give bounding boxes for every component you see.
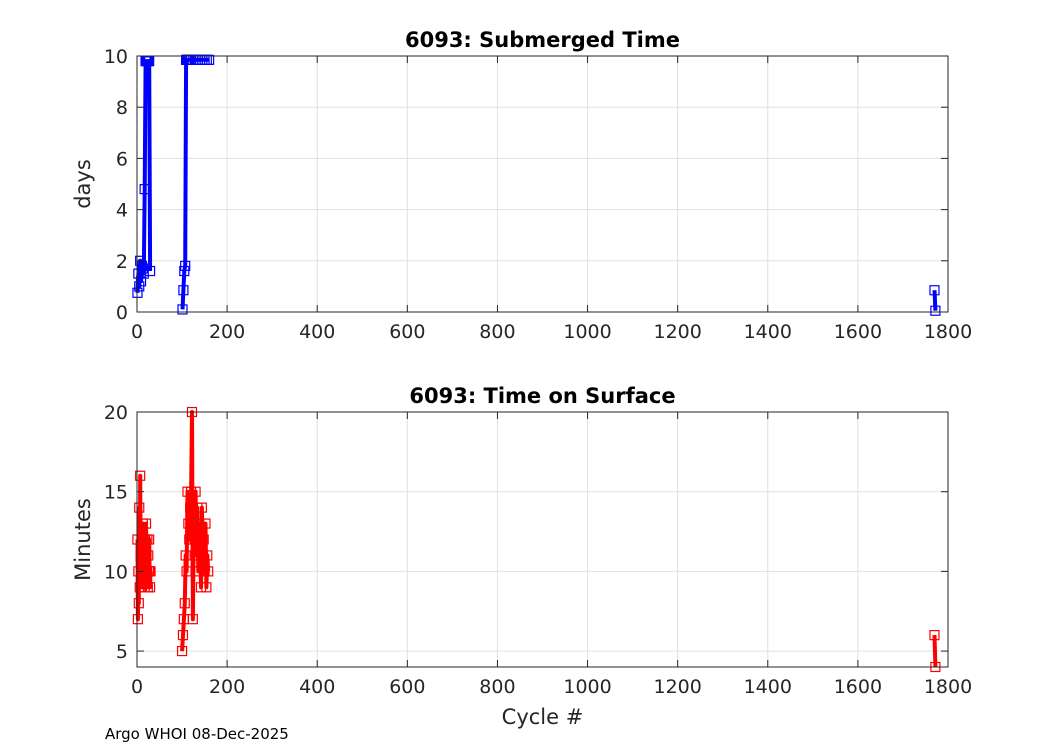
series-line — [932, 290, 938, 311]
data-point-marker — [196, 502, 207, 513]
data-point-marker — [929, 630, 940, 641]
data-point-marker — [177, 630, 189, 641]
data-point-marker — [140, 518, 152, 529]
y-axis-label: days — [71, 159, 95, 209]
data-point-marker — [133, 598, 144, 609]
data-point-marker — [929, 285, 940, 296]
x-tick-label: 1200 — [653, 321, 701, 343]
plot-area — [137, 412, 948, 667]
x-tick-label: 1000 — [563, 321, 611, 343]
data-point-marker — [138, 268, 149, 279]
series-line — [932, 635, 938, 668]
x-tick-label: 1800 — [924, 321, 972, 343]
x-tick-label: 800 — [479, 321, 515, 343]
x-tick-label: 1400 — [744, 321, 792, 343]
x-tick-label: 800 — [479, 676, 515, 698]
data-point-marker — [930, 305, 941, 316]
data-point-marker — [177, 304, 188, 315]
data-point-marker — [137, 263, 148, 274]
x-tick-label: 1800 — [924, 676, 972, 698]
y-tick-label: 15 — [104, 482, 128, 504]
data-point-marker — [144, 534, 155, 545]
x-tick-label: 600 — [389, 321, 425, 343]
data-point-marker — [181, 566, 192, 577]
data-point-marker — [145, 566, 156, 577]
y-tick-label: 5 — [116, 641, 128, 663]
data-point-marker — [179, 598, 190, 609]
data-point-marker — [135, 470, 146, 481]
x-tick-label: 1400 — [744, 676, 792, 698]
data-point-marker — [194, 518, 205, 529]
y-tick-label: 10 — [104, 561, 128, 583]
x-tick-label: 200 — [209, 676, 245, 698]
x-tick-label: 1200 — [653, 676, 701, 698]
data-point-marker — [178, 285, 189, 296]
y-tick-label: 20 — [104, 402, 128, 424]
plot-area — [137, 56, 948, 312]
y-tick-label: 0 — [116, 302, 128, 324]
data-point-marker — [203, 54, 215, 65]
y-tick-label: 4 — [116, 200, 128, 222]
chart-title: 6093: Time on Surface — [409, 384, 675, 408]
data-point-marker — [191, 550, 202, 561]
data-point-marker — [183, 518, 194, 529]
data-point-marker — [187, 614, 198, 625]
y-tick-label: 10 — [104, 46, 128, 68]
chart-title: 6093: Submerged Time — [405, 28, 680, 52]
data-point-marker — [203, 566, 214, 577]
chart-panel-1: 0 200 400 600 800 1000 1200 1400 1600 1800 0 2 4 6 8 10… — [71, 28, 972, 343]
y-tick-label: 8 — [116, 97, 128, 119]
data-point-marker — [144, 265, 156, 277]
x-tick-label: 0 — [131, 321, 143, 343]
data-point-marker — [201, 582, 212, 593]
data-point-marker — [176, 645, 188, 657]
data-point-marker — [143, 550, 154, 561]
data-point-marker — [195, 582, 207, 593]
data-point-marker — [198, 534, 209, 545]
x-tick-label: 1600 — [834, 676, 882, 698]
data-point-marker — [188, 518, 199, 529]
data-point-marker — [180, 550, 191, 561]
data-point-marker — [184, 534, 195, 545]
y-tick-label: 2 — [116, 251, 128, 273]
data-point-marker — [139, 184, 150, 195]
x-tick-label: 400 — [299, 321, 335, 343]
data-point-marker — [134, 281, 145, 292]
x-tick-label: 0 — [131, 676, 143, 698]
data-point-marker — [135, 255, 146, 266]
x-tick-label: 400 — [299, 676, 335, 698]
x-axis-label: Cycle # — [502, 705, 584, 729]
x-tick-label: 1600 — [834, 321, 882, 343]
data-point-marker — [134, 502, 145, 513]
data-point-marker — [185, 502, 196, 513]
y-tick-label: 6 — [116, 148, 128, 170]
footer-credit: Argo WHOI 08-Dec-2025 — [105, 725, 289, 743]
axes-box — [136, 55, 949, 313]
data-point-marker — [202, 550, 213, 561]
series-line — [180, 410, 211, 652]
data-point-marker — [180, 260, 191, 272]
data-point-marker — [190, 486, 201, 497]
data-point-marker — [179, 265, 190, 277]
x-tick-label: 1000 — [563, 676, 611, 698]
data-point-marker — [200, 518, 211, 529]
axes-box — [136, 411, 949, 668]
data-point-marker — [193, 566, 204, 577]
y-axis-label: Minutes — [71, 498, 95, 581]
data-point-marker — [144, 582, 156, 593]
data-point-marker — [144, 56, 155, 67]
data-point-marker — [132, 614, 144, 625]
x-tick-label: 200 — [209, 321, 245, 343]
x-tick-label: 600 — [389, 676, 425, 698]
chart-panel-2: 0 200 400 600 800 1000 1200 1400 1600 1800 5 10 15 20… — [71, 384, 972, 729]
